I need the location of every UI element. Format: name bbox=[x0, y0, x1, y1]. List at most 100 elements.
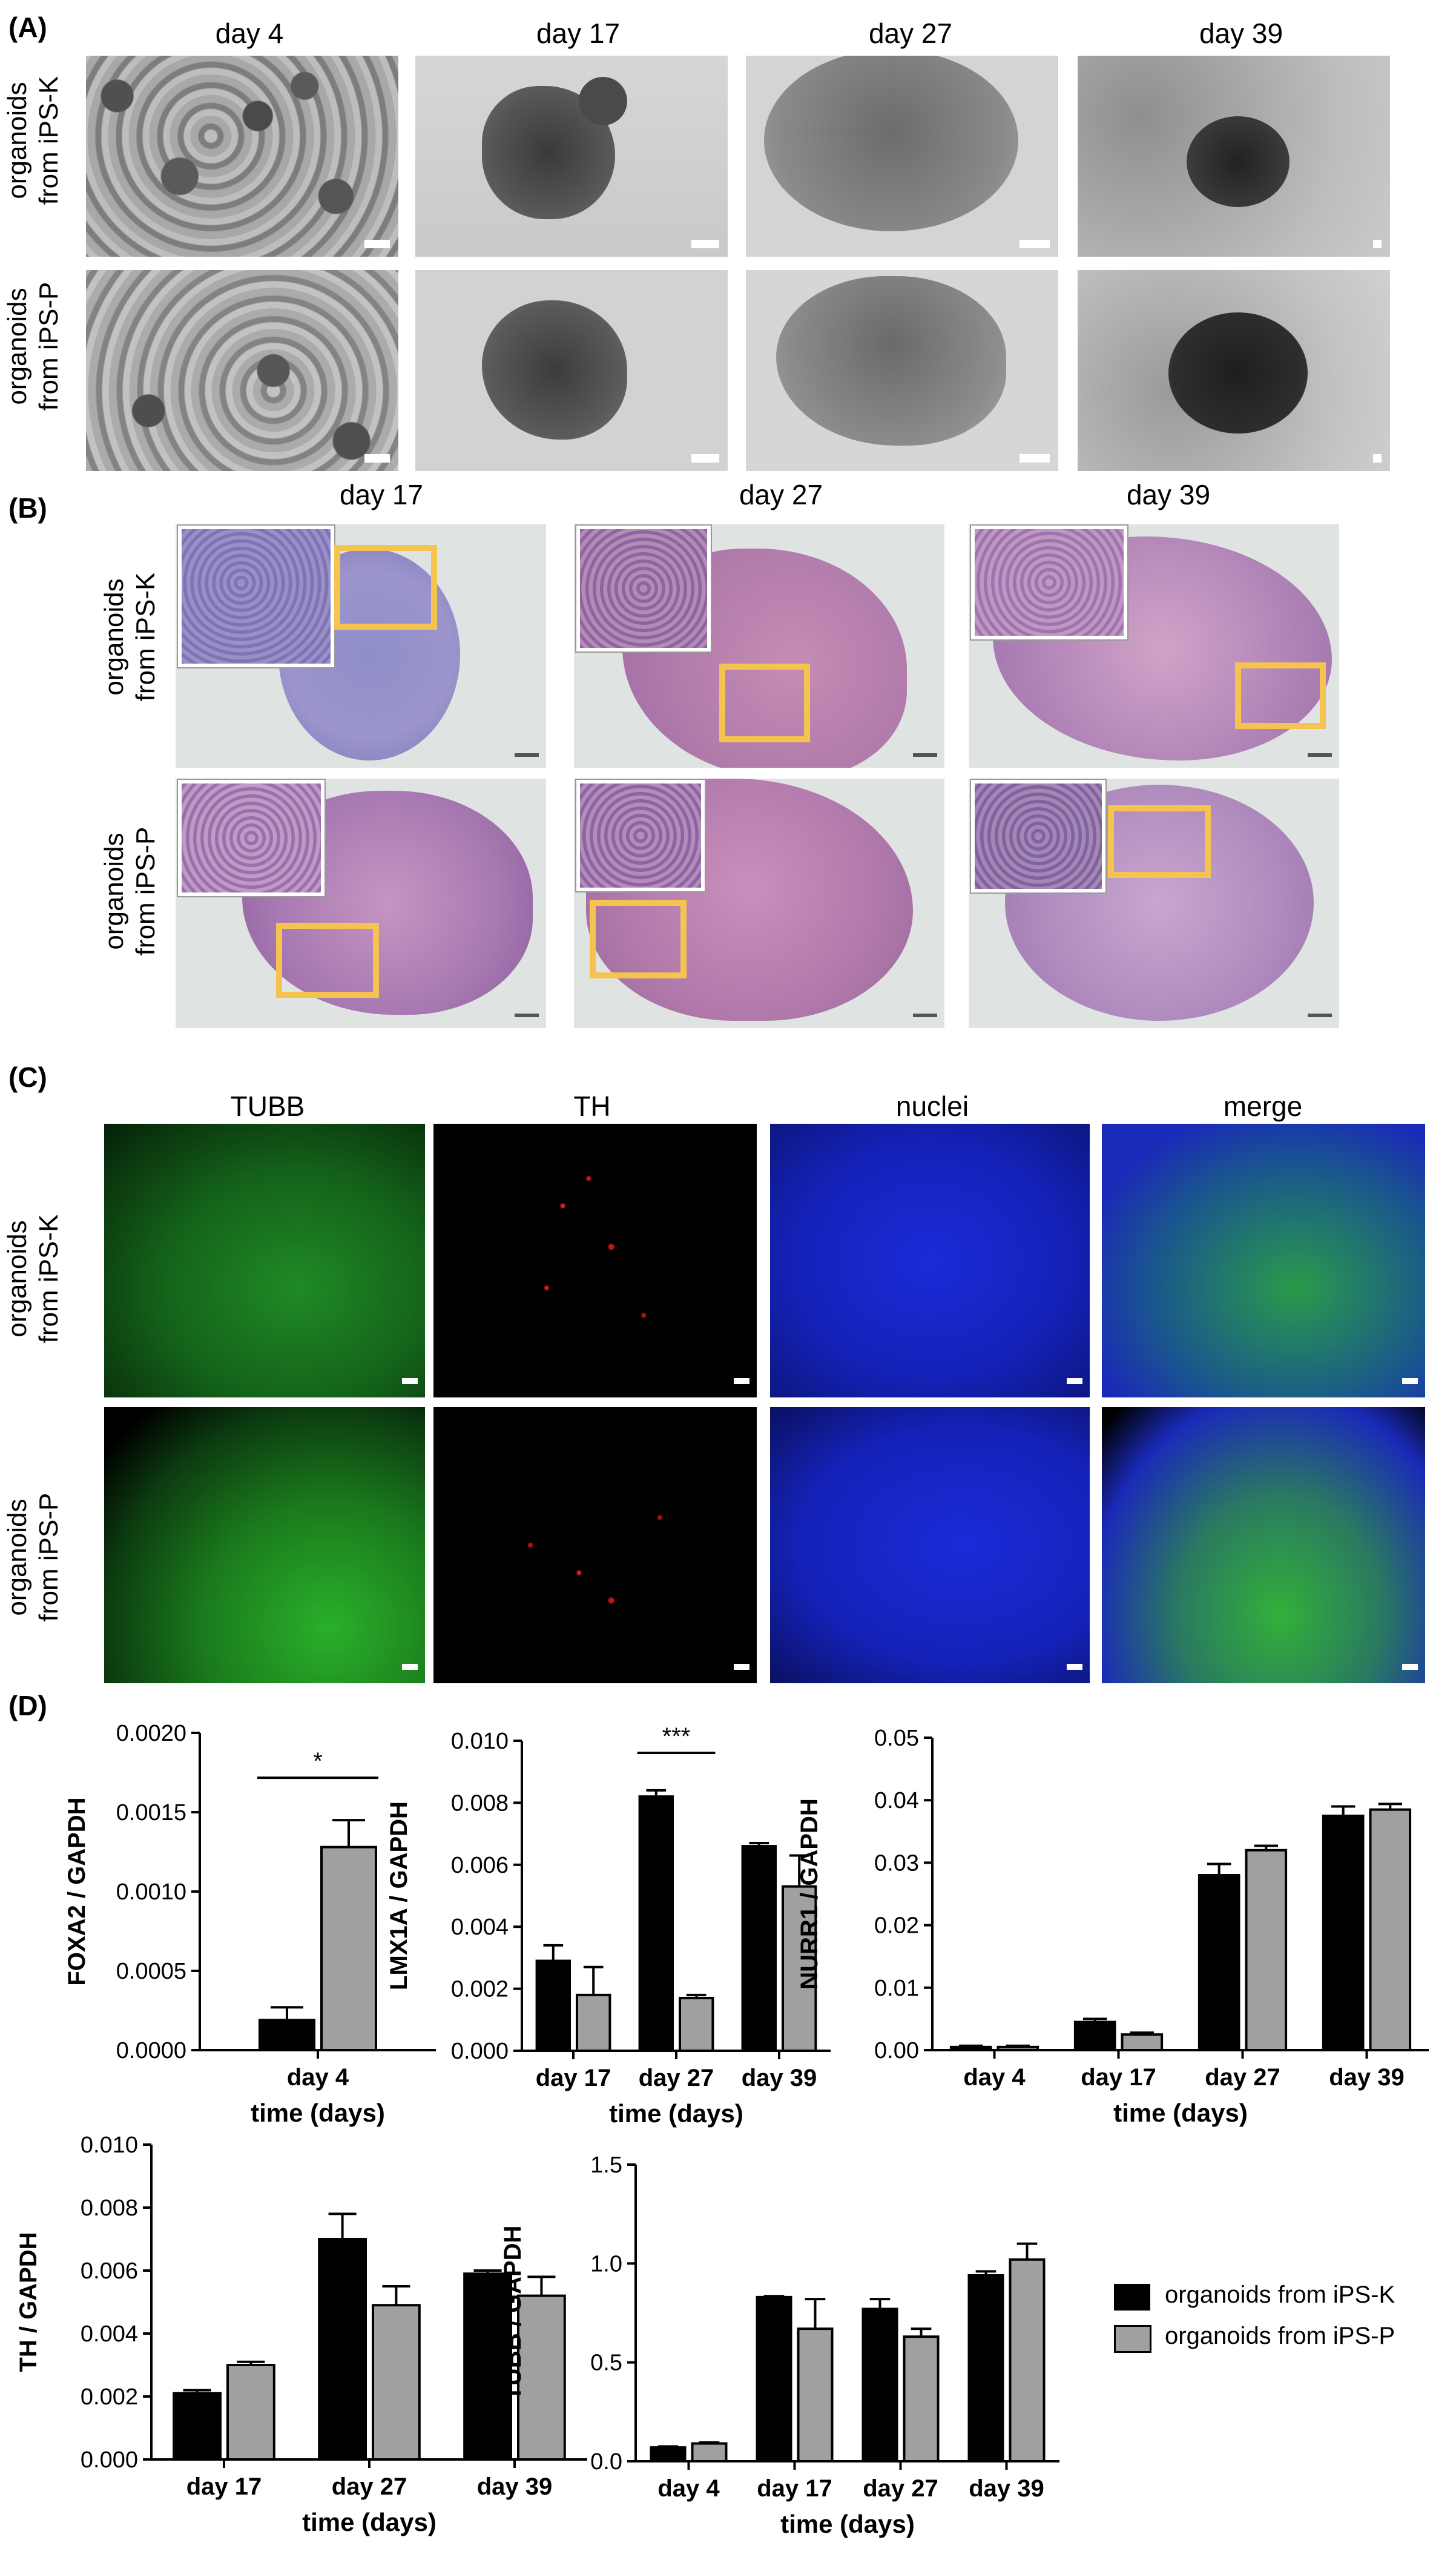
bar bbox=[756, 2295, 792, 2463]
y-tick-label: 0.004 bbox=[451, 1915, 509, 1940]
panel-c-col-1: TUBB bbox=[230, 1090, 305, 1122]
he-section-p-day27 bbox=[574, 779, 944, 1028]
x-axis-label: time (days) bbox=[780, 2510, 915, 2538]
bar bbox=[903, 2335, 940, 2462]
panel-c-col-2: TH bbox=[573, 1090, 611, 1122]
zoom-inset bbox=[178, 526, 334, 667]
organoid bbox=[776, 276, 1006, 446]
bar bbox=[949, 2045, 992, 2052]
y-tick-label: 0.02 bbox=[874, 1913, 919, 1939]
zoom-inset bbox=[576, 780, 705, 891]
legend-label-p: organoids from iPS-P bbox=[1165, 2323, 1395, 2349]
y-tick-label: 0.0 bbox=[590, 2449, 622, 2475]
fluorescence-merge-p bbox=[1102, 1407, 1425, 1683]
y-tick-label: 0.002 bbox=[81, 2384, 138, 2410]
bar bbox=[861, 2307, 898, 2462]
micrograph-a-p-day39 bbox=[1078, 270, 1390, 471]
scale-bar bbox=[1308, 753, 1332, 757]
fluorescence-th-k bbox=[433, 1124, 757, 1397]
panel-a-col-4: day 39 bbox=[1199, 18, 1283, 49]
panel-b-col-3: day 39 bbox=[1126, 479, 1211, 510]
x-axis-label: time (days) bbox=[302, 2508, 436, 2536]
y-axis-label: FOXA2 / GAPDH bbox=[64, 1797, 90, 1985]
scale-bar bbox=[913, 753, 937, 757]
panel-a-label: (A) bbox=[8, 12, 47, 43]
region-of-interest-box bbox=[1108, 805, 1211, 878]
y-tick-label: 0.00 bbox=[874, 2038, 919, 2063]
x-tick-label: day 27 bbox=[639, 2065, 714, 2091]
y-tick-label: 0.01 bbox=[874, 1976, 919, 2001]
he-section-p-day17 bbox=[176, 779, 546, 1028]
bar bbox=[741, 1845, 777, 2053]
bar bbox=[259, 2019, 315, 2051]
y-tick-label: 0.05 bbox=[874, 1726, 919, 1751]
panel-a-col-3: day 27 bbox=[868, 18, 953, 49]
y-tick-label: 0.006 bbox=[81, 2258, 138, 2284]
bar bbox=[1322, 1815, 1365, 2051]
x-tick-label: day 39 bbox=[1329, 2064, 1405, 2091]
micrograph-a-p-day4 bbox=[86, 270, 398, 471]
y-tick-label: 0.0020 bbox=[116, 1721, 186, 1746]
bar bbox=[797, 2327, 834, 2462]
y-tick-label: 0.000 bbox=[451, 2039, 509, 2064]
organoid bbox=[1168, 312, 1308, 434]
organoid bbox=[482, 300, 627, 440]
x-tick-label: day 27 bbox=[863, 2475, 938, 2502]
panel-c-col-3: nuclei bbox=[895, 1090, 969, 1122]
fluorescence-th-p bbox=[433, 1407, 757, 1683]
he-section-k-day39 bbox=[969, 524, 1339, 768]
zoom-inset bbox=[576, 526, 711, 651]
x-axis-label: time (days) bbox=[609, 2099, 743, 2128]
y-tick-label: 0.010 bbox=[81, 2133, 138, 2158]
scale-bar bbox=[1020, 454, 1050, 463]
y-tick-label: 1.0 bbox=[590, 2251, 622, 2277]
fluorescence-tubb-p bbox=[104, 1407, 425, 1683]
micrograph-a-p-day27 bbox=[746, 270, 1058, 471]
panel-a-col-1: day 4 bbox=[215, 18, 284, 49]
bar bbox=[1197, 1874, 1240, 2052]
y-tick-label: 0.004 bbox=[81, 2321, 138, 2347]
bar bbox=[517, 2294, 566, 2461]
scale-bar bbox=[1020, 240, 1050, 248]
bar bbox=[318, 2238, 367, 2461]
x-tick-label: day 39 bbox=[742, 2065, 817, 2091]
scale-bar bbox=[402, 1378, 418, 1384]
he-section-k-day27 bbox=[574, 524, 944, 768]
y-tick-label: 0.0010 bbox=[116, 1879, 186, 1905]
bar bbox=[1073, 2020, 1116, 2052]
scale-bar bbox=[734, 1664, 749, 1670]
panel-c-label: (C) bbox=[8, 1061, 47, 1093]
y-tick-label: 0.006 bbox=[451, 1853, 509, 1878]
scale-bar bbox=[515, 1014, 539, 1017]
x-tick-label: day 27 bbox=[332, 2473, 407, 2500]
x-tick-label: day 17 bbox=[536, 2065, 611, 2091]
bar bbox=[320, 1846, 377, 2051]
x-tick-label: day 27 bbox=[1205, 2064, 1280, 2091]
scale-bar bbox=[1067, 1664, 1082, 1670]
micrograph-a-k-day17 bbox=[415, 56, 728, 257]
zoom-inset bbox=[971, 526, 1127, 639]
micrograph-a-k-day39 bbox=[1078, 56, 1390, 257]
bar bbox=[967, 2274, 1004, 2463]
bar bbox=[226, 2364, 275, 2461]
scale-bar bbox=[1067, 1378, 1082, 1384]
y-tick-label: 1.5 bbox=[590, 2152, 622, 2178]
y-tick-label: 0.5 bbox=[590, 2350, 622, 2376]
fluorescence-nuclei-p bbox=[770, 1407, 1090, 1683]
panel-d-label: (D) bbox=[8, 1690, 47, 1721]
scale-bar bbox=[364, 454, 390, 463]
y-tick-label: 0.0015 bbox=[116, 1800, 186, 1826]
region-of-interest-box bbox=[1235, 662, 1326, 729]
he-section-p-day39 bbox=[969, 779, 1339, 1028]
y-tick-label: 0.008 bbox=[451, 1790, 509, 1816]
x-tick-label: day 4 bbox=[963, 2064, 1026, 2091]
x-tick-label: day 17 bbox=[1081, 2064, 1156, 2091]
micrograph-a-k-day4 bbox=[86, 56, 398, 257]
y-tick-label: 0.010 bbox=[451, 1729, 509, 1754]
scale-bar bbox=[734, 1378, 749, 1384]
scale-bar bbox=[364, 240, 390, 248]
micrograph-a-k-day27 bbox=[746, 56, 1058, 257]
organoid-lobe bbox=[579, 77, 627, 125]
significance-marker: *** bbox=[662, 1723, 691, 1750]
